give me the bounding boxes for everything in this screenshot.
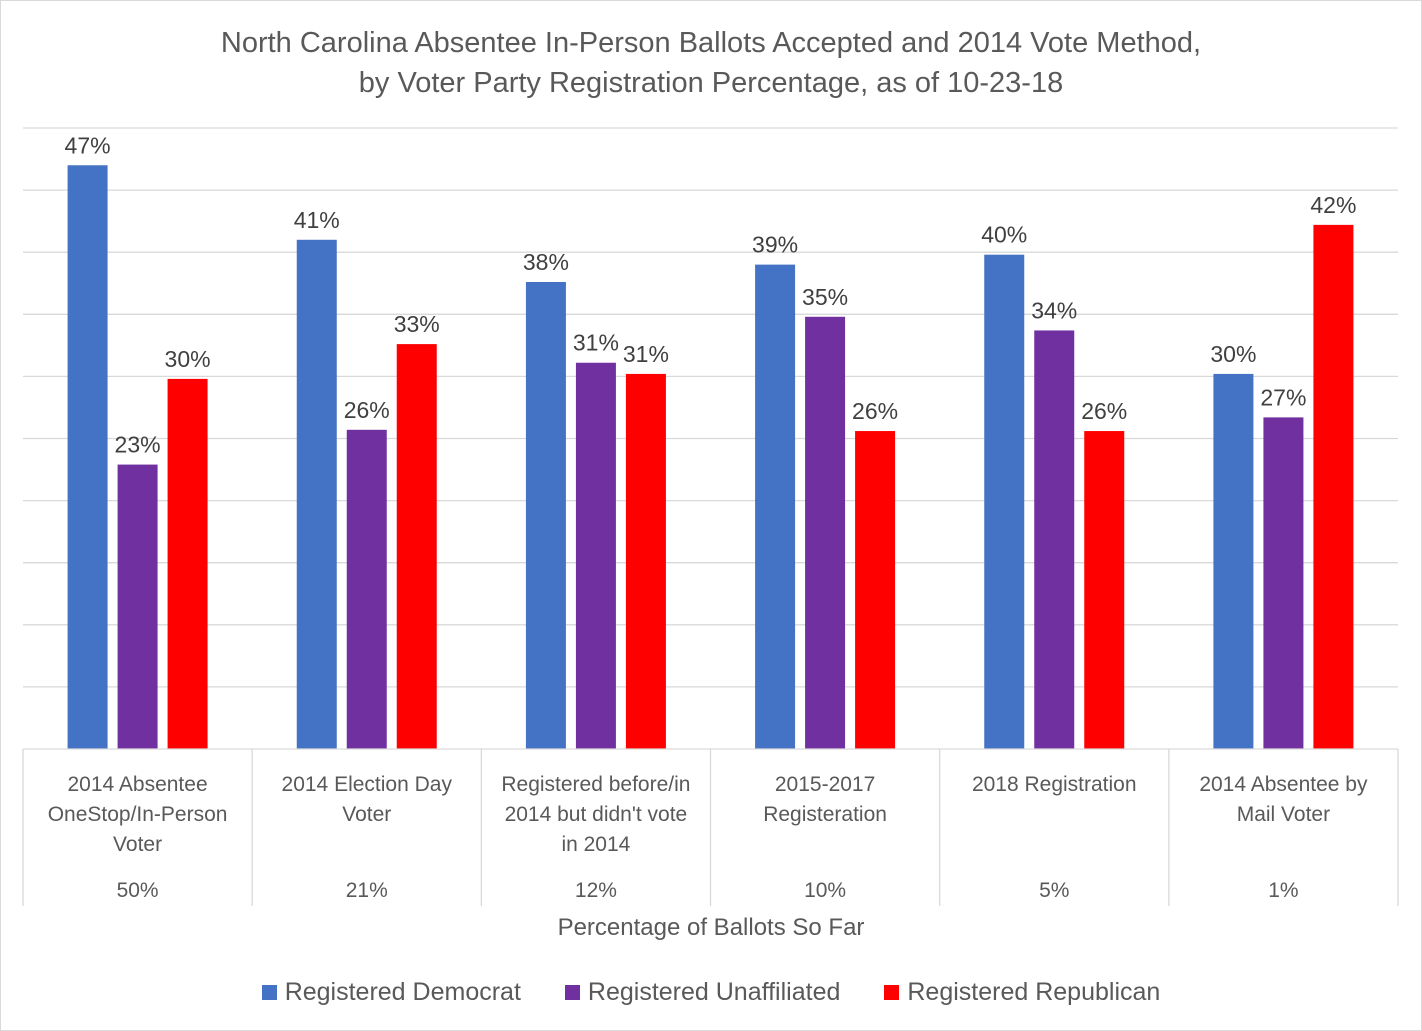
chart-title-line-1: North Carolina Absentee In-Person Ballot…	[220, 27, 1202, 59]
bar	[1313, 224, 1354, 750]
legend-swatch-republican	[884, 985, 900, 1000]
ballot-share-label: 21%	[346, 879, 388, 902]
ballot-share-label: 12%	[575, 879, 617, 902]
chart-title: North Carolina Absentee In-Person Ballot…	[1, 23, 1421, 103]
data-label: 26%	[852, 398, 898, 424]
data-label: 38%	[523, 249, 569, 275]
legend: Registered Democrat Registered Unaffilia…	[1, 978, 1421, 1007]
legend-label-democrat: Registered Democrat	[284, 978, 521, 1006]
x-axis-title: Percentage of Ballots So Far	[557, 914, 865, 941]
bar	[625, 373, 666, 749]
x-tick-label: 2015-2017 Registeration	[763, 773, 887, 826]
data-label: 30%	[165, 346, 211, 372]
data-label: 26%	[1081, 398, 1127, 424]
legend-label-republican: Registered Republican	[907, 978, 1161, 1006]
bar	[1213, 373, 1254, 749]
data-label: 35%	[802, 284, 848, 310]
bar	[346, 429, 387, 749]
bar	[855, 431, 896, 749]
bar	[296, 239, 337, 749]
bar	[755, 264, 796, 749]
legend-item-unaffiliated: Registered Unaffiliated	[564, 978, 841, 1007]
bar	[167, 378, 208, 749]
data-label: 34%	[1031, 297, 1077, 323]
x-tick-label: 2014 Absentee by Mail Voter	[1199, 773, 1368, 826]
data-label: 47%	[65, 132, 111, 158]
bar	[575, 362, 616, 749]
ballot-share-label: 10%	[804, 879, 846, 902]
data-label: 30%	[1210, 341, 1256, 367]
bar	[805, 316, 846, 749]
data-label: 31%	[573, 330, 619, 356]
x-tick-label: Registered before/in 2014 but didn't vote…	[501, 773, 690, 856]
bar	[396, 344, 437, 749]
chart-title-line-2: by Voter Party Registration Percentage, …	[358, 67, 1064, 99]
x-tick-label: 2018 Registration	[972, 773, 1137, 796]
data-label: 41%	[294, 207, 340, 233]
bar	[1084, 431, 1125, 749]
bar	[1034, 330, 1075, 749]
data-label: 23%	[115, 432, 161, 458]
legend-swatch-unaffiliated	[564, 985, 580, 1000]
data-label: 31%	[623, 341, 669, 367]
legend-item-democrat: Registered Democrat	[261, 978, 521, 1007]
bar	[67, 165, 108, 749]
ballot-share-label: 5%	[1039, 879, 1069, 902]
bar	[984, 254, 1025, 749]
bar	[117, 464, 158, 749]
bar	[1263, 417, 1304, 749]
data-label: 26%	[344, 397, 390, 423]
data-label: 27%	[1260, 384, 1306, 410]
bar-chart: 47%41%38%39% 40%30%23%26%31%35%34%27%30%3…	[22, 127, 1399, 906]
ballot-share-label: 1%	[1268, 879, 1298, 902]
legend-label-unaffiliated: Registered Unaffiliated	[587, 978, 841, 1006]
legend-swatch-democrat	[261, 985, 277, 1000]
x-tick-label: 2014 Election Day Voter	[282, 773, 453, 826]
ballot-share-label: 50%	[117, 879, 159, 902]
x-tick-label: 2014 Absentee OneStop/In-Person Voter	[48, 773, 228, 856]
data-label: 39%	[752, 232, 798, 258]
legend-item-republican: Registered Republican	[884, 978, 1160, 1007]
data-label: 42%	[1310, 192, 1356, 218]
bar	[525, 282, 566, 749]
data-label: 33%	[394, 311, 440, 337]
data-label: 40%	[981, 222, 1027, 248]
